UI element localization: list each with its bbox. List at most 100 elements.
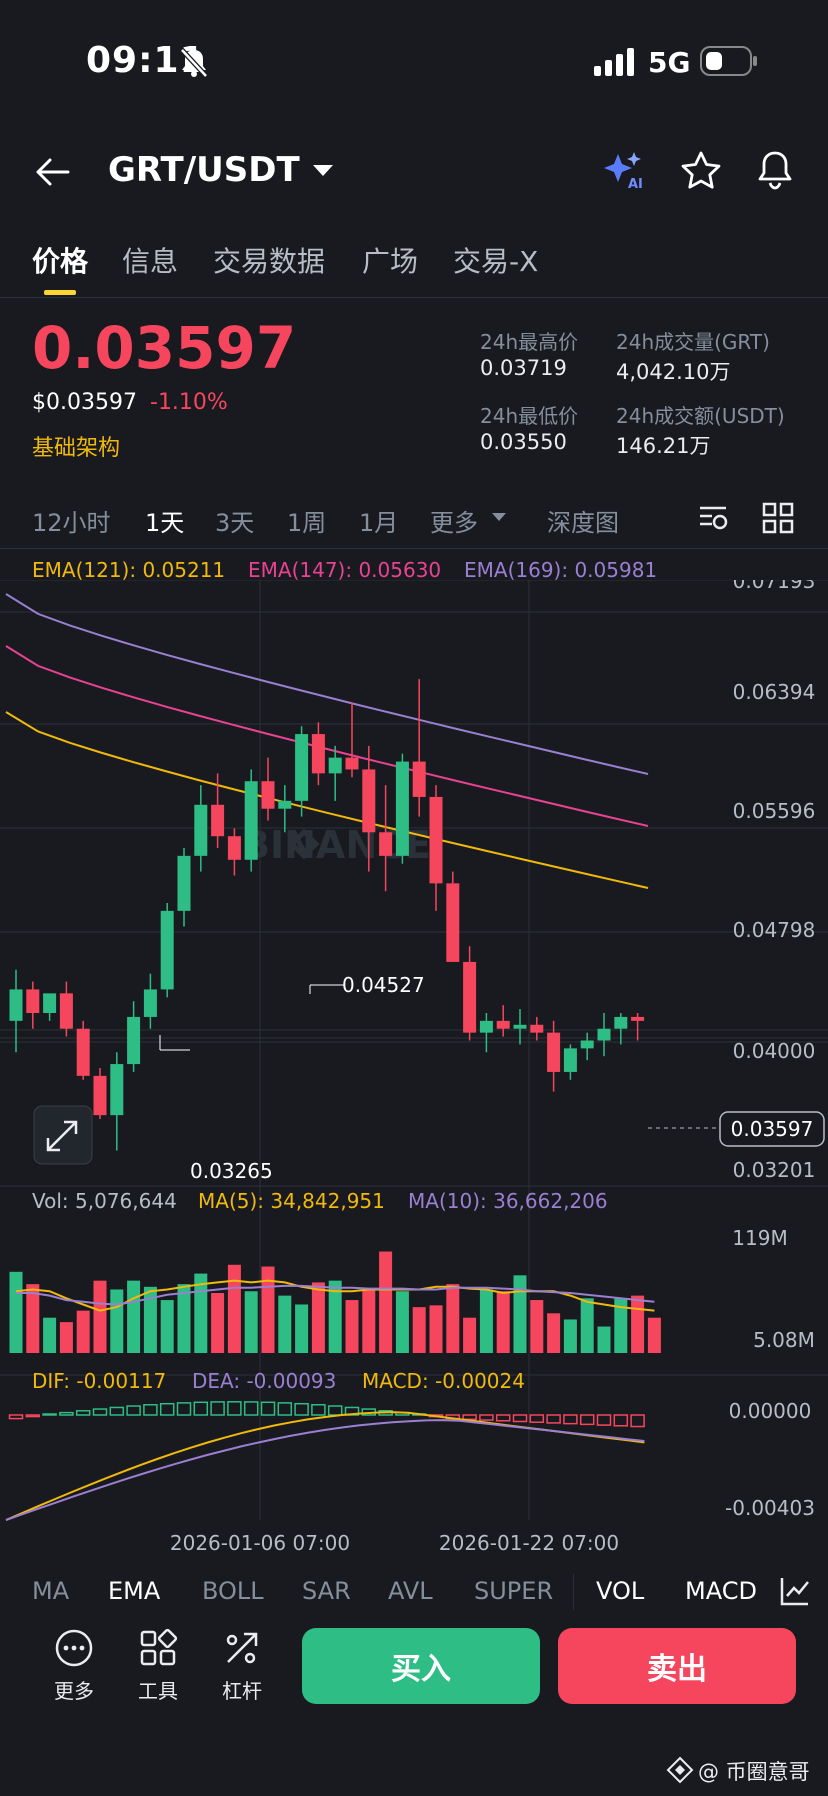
tf-3d[interactable]: 3天: [215, 509, 255, 537]
candle-body: [395, 761, 409, 856]
volume-bar: [43, 1317, 57, 1353]
date-label-1: 2026-01-06 07:00: [170, 1531, 350, 1555]
ai-sparkle-icon[interactable]: AI: [604, 150, 648, 190]
candle-body: [194, 804, 208, 856]
tools-label[interactable]: 工具: [138, 1679, 178, 1703]
macd-bar: [579, 1414, 595, 1426]
price-chart[interactable]: BINANCE 0.071930.063940.055960.047980.04…: [0, 580, 828, 1580]
favorite-star-icon[interactable]: [680, 150, 722, 190]
macd-bar: [159, 1402, 175, 1416]
notification-bell-icon[interactable]: [754, 148, 796, 192]
macd-bar: [25, 1414, 41, 1418]
low-annotation: 0.03265: [190, 1159, 273, 1183]
macd-bar: [126, 1405, 141, 1416]
volume-bar: [513, 1275, 527, 1353]
category-tag[interactable]: 基础架构: [32, 436, 121, 461]
macd-bar: [42, 1413, 57, 1416]
macd-bar: [294, 1402, 309, 1416]
ind-ema[interactable]: EMA: [108, 1577, 161, 1605]
volume-bar: [614, 1298, 628, 1353]
macd-bar: [176, 1402, 192, 1416]
ind-ma[interactable]: MA: [32, 1577, 70, 1605]
candle-body: [295, 734, 309, 801]
tf-depth[interactable]: 深度图: [547, 509, 619, 537]
macd-dif-legend: DIF: -0.00117: [32, 1369, 166, 1393]
tab-square[interactable]: 广场: [362, 245, 419, 278]
candle-body: [429, 796, 443, 884]
candle-body: [278, 800, 292, 809]
macd-bar: [260, 1401, 276, 1416]
macd-value-legend: MACD: -0.00024: [362, 1369, 525, 1393]
candle-body: [563, 1048, 577, 1072]
leverage-label[interactable]: 杠杆: [222, 1679, 262, 1703]
tf-1d[interactable]: 1天: [145, 509, 185, 537]
candle-body: [345, 757, 359, 770]
tab-trade-x[interactable]: 交易-X: [453, 245, 539, 278]
candle-body: [328, 757, 342, 774]
volume-bar: [9, 1271, 23, 1353]
candle-body: [379, 832, 393, 856]
tools-icon[interactable]: [138, 1628, 178, 1668]
price-axis-label: 0.04798: [733, 918, 816, 942]
volume-bar: [160, 1300, 174, 1353]
volume-bar: [563, 1319, 577, 1353]
volume-bar: [194, 1273, 208, 1353]
macd-bar: [563, 1414, 578, 1425]
indicator-divider: [573, 1574, 574, 1610]
tf-more[interactable]: 更多: [430, 509, 478, 537]
more-caret-icon: [492, 513, 506, 521]
chart-settings-icon[interactable]: [696, 500, 730, 534]
candle-body: [76, 1028, 90, 1076]
tf-12h[interactable]: 12小时: [32, 509, 111, 537]
macd-bar: [596, 1414, 612, 1426]
low-label: 24h最低价: [480, 404, 579, 428]
candle-body: [412, 761, 426, 797]
tab-trade-data[interactable]: 交易数据: [213, 245, 326, 278]
binance-logo-watermark: [288, 828, 320, 860]
macd-bar: [92, 1408, 108, 1416]
indicator-chart-icon[interactable]: [778, 1574, 812, 1608]
pair-selector[interactable]: GRT/USDT: [108, 150, 336, 190]
ind-boll[interactable]: BOLL: [202, 1577, 264, 1605]
candle-body: [311, 734, 325, 774]
tf-1w[interactable]: 1周: [287, 509, 327, 537]
candle-body: [530, 1024, 544, 1033]
ind-vol[interactable]: VOL: [596, 1577, 645, 1605]
candle-body: [547, 1032, 561, 1072]
more-label[interactable]: 更多: [54, 1679, 94, 1703]
leverage-icon[interactable]: [222, 1628, 262, 1668]
ind-sar[interactable]: SAR: [302, 1577, 351, 1605]
candle-body: [614, 1016, 628, 1029]
ema121-legend: EMA(121): 0.05211: [32, 558, 226, 582]
ind-avl[interactable]: AVL: [388, 1577, 433, 1605]
sell-button[interactable]: 卖出: [558, 1628, 796, 1704]
mute-bell-icon: [180, 48, 208, 78]
buy-button[interactable]: 买入: [302, 1628, 540, 1704]
tab-info[interactable]: 信息: [122, 245, 179, 278]
back-button[interactable]: [32, 152, 72, 196]
high-value: 0.03719: [480, 356, 567, 380]
volume-bar: [412, 1307, 426, 1353]
expand-icon: [46, 1120, 78, 1152]
more-icon[interactable]: [54, 1628, 94, 1668]
macd-dea-legend: DEA: -0.00093: [192, 1369, 336, 1393]
layout-grid-icon[interactable]: [762, 502, 794, 534]
price-axis-label: 0.03201: [733, 1158, 816, 1182]
macd-axis-top: 0.00000: [729, 1399, 812, 1423]
macd-bar: [479, 1414, 494, 1421]
candle-body: [244, 781, 258, 860]
ind-super[interactable]: SUPER: [474, 1577, 554, 1605]
macd-bar: [546, 1414, 561, 1424]
footer-credit: @ 币圈意哥: [698, 1760, 810, 1784]
current-price-tag: 0.03597: [731, 1117, 814, 1141]
ind-macd[interactable]: MACD: [685, 1577, 757, 1605]
vol-ma10-line: [16, 1284, 655, 1306]
tab-price[interactable]: 价格: [32, 245, 89, 278]
macd-bar: [311, 1404, 326, 1416]
tf-1m[interactable]: 1月: [359, 509, 399, 537]
volume-bars: [9, 1251, 661, 1353]
price-axis-label: 0.05596: [733, 799, 816, 823]
volume-bar: [110, 1289, 124, 1353]
volume-bar: [395, 1291, 409, 1353]
volume-value: 4,042.10万: [616, 360, 731, 384]
